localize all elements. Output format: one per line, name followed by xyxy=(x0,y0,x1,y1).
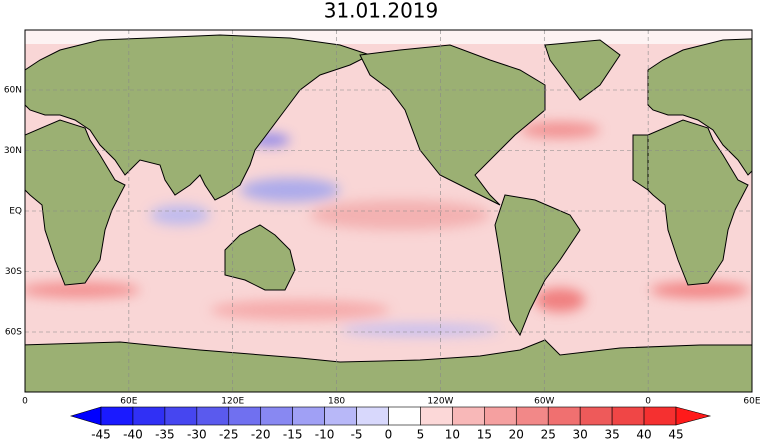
colorbar-label: 10 xyxy=(445,428,460,440)
colorbar-box xyxy=(420,406,453,426)
lat-label: 30S xyxy=(5,267,22,277)
lat-label: 60S xyxy=(5,328,22,338)
colorbar-box xyxy=(643,406,677,426)
colorbar-box xyxy=(579,406,613,426)
axis-labels: 0 60E 120E 180 120W 60W 0 60E 60N 30N EQ 30S 60S xyxy=(4,86,761,407)
colorbar-box xyxy=(164,406,198,426)
colorbar-label: -45 xyxy=(91,428,111,440)
colorbar-box xyxy=(356,406,389,426)
graticule xyxy=(25,30,752,392)
colorbar-label: -40 xyxy=(123,428,143,440)
colorbar-box xyxy=(132,406,166,426)
colorbar-label: 0 xyxy=(385,428,393,440)
colorbar-label: 15 xyxy=(477,428,492,440)
lon-label: 60E xyxy=(743,397,760,407)
colorbar-label: -35 xyxy=(155,428,175,440)
colorbar-label: -15 xyxy=(283,428,303,440)
lat-label: 60N xyxy=(4,86,22,96)
lon-label: 120E xyxy=(221,397,244,407)
colorbar-box xyxy=(324,406,357,426)
colorbar-label: -30 xyxy=(187,428,207,440)
map-frame xyxy=(24,29,753,393)
colorbar-label: -20 xyxy=(251,428,271,440)
colorbar-box xyxy=(100,406,134,426)
colorbar-label: 5 xyxy=(417,428,425,440)
colorbar-box xyxy=(484,406,517,426)
colorbar: -45 -40 -35 -30 -25 -20 -15 -10 -5 0 5 10 15 20 25 30 35… xyxy=(69,406,712,440)
lon-label: 120W xyxy=(427,397,453,407)
colorbar-label: 40 xyxy=(636,428,651,440)
colorbar-label: 30 xyxy=(573,428,588,440)
colorbar-box xyxy=(292,406,325,426)
colorbar-box xyxy=(547,406,581,426)
colorbar-arrow-low xyxy=(69,406,102,426)
colorbar-box xyxy=(228,406,262,426)
lon-label: 0 xyxy=(645,397,651,407)
colorbar-box xyxy=(196,406,230,426)
lon-label: 60E xyxy=(120,397,137,407)
land-north-america xyxy=(359,44,546,206)
lon-label: 60W xyxy=(534,397,554,407)
lon-label: 180 xyxy=(328,397,345,407)
map-area xyxy=(25,30,752,392)
colorbar-label: 45 xyxy=(668,428,683,440)
land-greenland xyxy=(544,39,621,101)
lat-label: EQ xyxy=(9,207,22,217)
colorbar-box xyxy=(452,406,485,426)
lon-label: 0 xyxy=(22,397,28,407)
colorbar-label: -10 xyxy=(315,428,335,440)
colorbar-label: 20 xyxy=(509,428,524,440)
colorbar-label: 35 xyxy=(604,428,619,440)
colorbar-label: -5 xyxy=(351,428,363,440)
land-antarctica xyxy=(25,339,752,392)
colorbar-box xyxy=(260,406,293,426)
colorbar-label: -25 xyxy=(219,428,239,440)
land-australia xyxy=(224,224,296,291)
map-title: 31.01.2019 xyxy=(324,0,439,23)
colorbar-box xyxy=(388,406,421,426)
colorbar-arrow-high xyxy=(675,406,712,426)
land-south-america xyxy=(494,194,581,337)
colorbar-label: 25 xyxy=(541,428,556,440)
lat-label: 30N xyxy=(4,146,22,156)
colorbar-box xyxy=(515,406,549,426)
colorbar-box xyxy=(611,406,645,426)
